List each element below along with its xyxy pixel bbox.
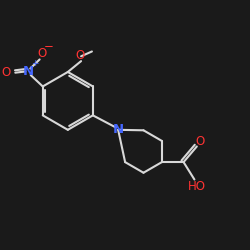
Text: N: N [112, 123, 124, 136]
Text: O: O [37, 47, 46, 60]
Text: O: O [1, 66, 10, 79]
Text: +: + [31, 59, 38, 68]
Text: HO: HO [188, 180, 206, 193]
Text: O: O [195, 135, 204, 148]
Text: −: − [44, 40, 54, 53]
Text: N: N [23, 65, 34, 78]
Text: O: O [75, 48, 85, 62]
